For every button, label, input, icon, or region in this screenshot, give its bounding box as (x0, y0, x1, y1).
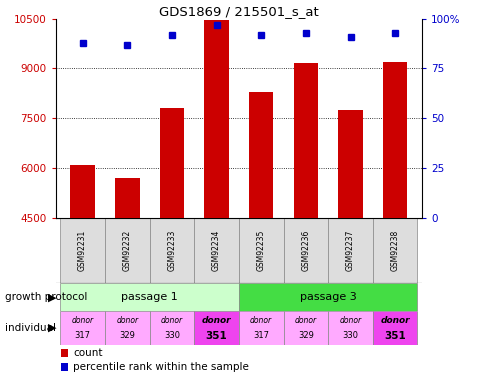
Text: 351: 351 (205, 330, 227, 340)
Text: donor: donor (379, 316, 409, 325)
Text: GSM92236: GSM92236 (301, 230, 310, 271)
Text: donor: donor (201, 316, 231, 325)
Text: 329: 329 (297, 331, 313, 340)
Text: 317: 317 (75, 331, 91, 340)
Text: donor: donor (250, 316, 272, 325)
Text: GSM92233: GSM92233 (167, 230, 176, 271)
Text: 330: 330 (342, 331, 358, 340)
Bar (239, 217, 283, 283)
Bar (70, 165, 95, 218)
Text: donor: donor (71, 316, 93, 325)
Text: percentile rank within the sample: percentile rank within the sample (73, 362, 249, 372)
Text: passage 1: passage 1 (121, 292, 178, 302)
Bar (248, 92, 273, 218)
Text: GSM92238: GSM92238 (390, 230, 399, 271)
Bar (293, 63, 318, 217)
Bar (60, 311, 105, 345)
Bar (115, 178, 139, 218)
Bar (328, 311, 372, 345)
Text: 351: 351 (383, 330, 405, 340)
Bar (60, 217, 105, 283)
Text: ▶: ▶ (48, 292, 57, 302)
Bar (283, 217, 328, 283)
Text: GSM92235: GSM92235 (256, 230, 265, 271)
Bar (328, 217, 372, 283)
Text: 330: 330 (164, 331, 180, 340)
Bar (204, 20, 228, 217)
Bar (149, 311, 194, 345)
Text: donor: donor (294, 316, 316, 325)
Bar (372, 311, 417, 345)
Text: GSM92237: GSM92237 (345, 230, 354, 271)
Text: growth protocol: growth protocol (5, 292, 87, 302)
Text: GSM92231: GSM92231 (78, 230, 87, 271)
Bar (283, 311, 328, 345)
Bar (194, 311, 238, 345)
Text: 317: 317 (253, 331, 269, 340)
Bar (372, 217, 417, 283)
Bar (105, 217, 149, 283)
Bar (105, 311, 149, 345)
Bar (382, 62, 407, 217)
Bar (239, 283, 417, 311)
Bar (239, 311, 283, 345)
Bar (194, 217, 238, 283)
Text: passage 3: passage 3 (299, 292, 356, 302)
Text: donor: donor (161, 316, 182, 325)
Text: individual: individual (5, 323, 56, 333)
Bar (337, 110, 362, 218)
Title: GDS1869 / 215501_s_at: GDS1869 / 215501_s_at (159, 4, 318, 18)
Text: ▶: ▶ (48, 323, 57, 333)
Text: donor: donor (339, 316, 361, 325)
Text: GSM92232: GSM92232 (122, 230, 132, 271)
Text: donor: donor (116, 316, 138, 325)
Text: 329: 329 (119, 331, 135, 340)
Bar (159, 108, 184, 218)
Bar (149, 217, 194, 283)
Bar (60, 283, 239, 311)
Text: count: count (73, 348, 103, 358)
Text: GSM92234: GSM92234 (212, 230, 221, 271)
